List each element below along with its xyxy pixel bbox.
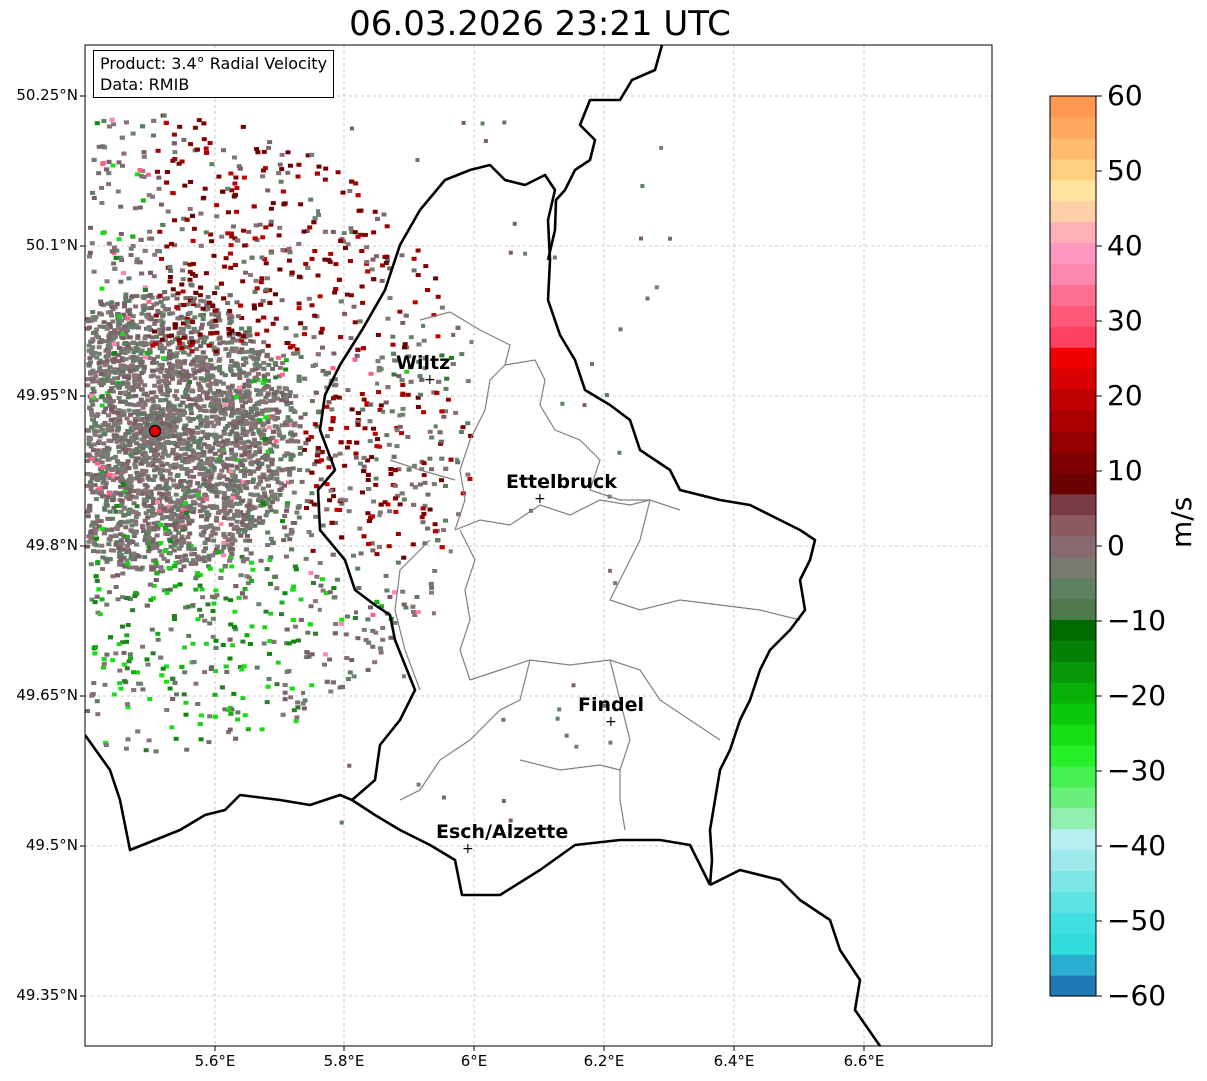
colorbar-segment <box>1050 682 1096 704</box>
colorbar-segment <box>1050 807 1096 830</box>
colorbar-segment <box>1050 702 1096 725</box>
map-frame <box>84 44 993 1047</box>
colorbar-segment <box>1050 954 1096 976</box>
colorbar <box>1050 96 1096 997</box>
city-label-findel: Findel <box>578 694 644 716</box>
city-marker-findel: + <box>605 714 617 730</box>
colorbar-segment <box>1050 765 1096 788</box>
colorbar-tick-label: −30 <box>1107 754 1167 787</box>
product-label: Product: 3.4° Radial Velocity <box>100 54 328 73</box>
colorbar-tick-label: 0 <box>1107 529 1125 562</box>
lon-label: 6.6°E <box>843 1052 885 1070</box>
colorbar-tick-label: −20 <box>1107 679 1167 712</box>
lat-label: 49.65°N <box>16 686 78 704</box>
colorbar-segment <box>1050 179 1096 202</box>
colorbar-segment <box>1050 786 1096 809</box>
axis-ticks <box>80 95 865 1051</box>
national-borders <box>85 45 882 1046</box>
colorbar-segment <box>1050 326 1096 348</box>
colorbar-segment <box>1050 535 1096 558</box>
colorbar-tick-label: −40 <box>1107 829 1167 862</box>
colorbar-segment <box>1050 116 1096 139</box>
city-label-ettelbruck: Ettelbruck <box>506 471 617 493</box>
colorbar-tick-label: 30 <box>1107 304 1143 337</box>
city-wiltz: Wiltz + <box>396 352 450 388</box>
lat-label: 49.35°N <box>16 986 78 1004</box>
colorbar-segment <box>1050 451 1096 474</box>
colorbar-segment <box>1050 409 1096 432</box>
lon-label: 5.8°E <box>323 1052 365 1070</box>
colorbar-segment <box>1050 200 1096 223</box>
colorbar-segment <box>1050 933 1096 955</box>
colorbar-tick-label: 50 <box>1107 154 1143 187</box>
colorbar-segment <box>1050 849 1096 872</box>
colorbar-segment <box>1050 891 1096 913</box>
city-label-wiltz: Wiltz <box>396 352 450 374</box>
city-marker-esch-alzette: + <box>462 841 474 857</box>
colorbar-segment <box>1050 389 1096 411</box>
data-source-label: Data: RMIB <box>100 75 190 94</box>
colorbar-segment <box>1050 493 1096 516</box>
lat-label: 50.1°N <box>25 236 78 254</box>
colorbar-segment <box>1050 430 1096 453</box>
gridlines <box>85 45 992 1046</box>
colorbar-segment <box>1050 975 1096 997</box>
product-info-box: Product: 3.4° Radial Velocity Data: RMIB <box>93 50 335 98</box>
colorbar-segment <box>1050 305 1096 327</box>
colorbar-segment <box>1050 137 1096 160</box>
lon-label: 5.6°E <box>194 1052 236 1070</box>
colorbar-segment <box>1050 598 1096 620</box>
colorbar-segment <box>1050 96 1096 118</box>
colorbar-segment <box>1050 556 1096 578</box>
colorbar-tick-label: 20 <box>1107 379 1143 412</box>
colorbar-segment <box>1050 368 1096 390</box>
colorbar-tick-label: −60 <box>1107 979 1167 1012</box>
city-label-esch-alzette: Esch/Alzette <box>436 821 568 843</box>
colorbar-segment <box>1050 284 1096 306</box>
colorbar-segment <box>1050 912 1096 934</box>
colorbar-segment <box>1050 577 1096 599</box>
lat-label: 49.5°N <box>25 836 78 854</box>
colorbar-tick-label: −10 <box>1107 604 1167 637</box>
canton-borders <box>389 311 801 831</box>
lat-label: 49.8°N <box>25 536 78 554</box>
colorbar-segment <box>1050 828 1096 851</box>
city-ettelbruck: Ettelbruck + <box>506 471 617 507</box>
colorbar-segment <box>1050 619 1096 641</box>
colorbar-segment <box>1050 263 1096 285</box>
city-marker-ettelbruck: + <box>534 491 546 507</box>
colorbar-segment <box>1050 744 1096 767</box>
lon-label: 6°E <box>460 1052 488 1070</box>
lat-label: 50.25°N <box>16 86 78 104</box>
lon-label: 6.2°E <box>583 1052 625 1070</box>
colorbar-segment <box>1050 514 1096 537</box>
colorbar-segment <box>1050 347 1096 369</box>
colorbar-tick-label: 10 <box>1107 454 1143 487</box>
map-title: 06.03.2026 23:21 UTC <box>349 4 731 44</box>
lat-label: 49.95°N <box>16 386 78 404</box>
city-marker-wiltz: + <box>424 372 436 388</box>
colorbar-segment <box>1050 242 1096 265</box>
radar-echoes <box>85 113 672 825</box>
radar-site-marker <box>148 424 162 438</box>
colorbar-tick-label: 40 <box>1107 229 1143 262</box>
colorbar-segment <box>1050 723 1096 746</box>
colorbar-segment <box>1050 640 1096 662</box>
colorbar-segment <box>1050 158 1096 181</box>
city-findel: Findel + <box>578 694 644 730</box>
colorbar-tick-label: 60 <box>1107 79 1143 112</box>
colorbar-ticks <box>1096 95 1102 997</box>
colorbar-segment <box>1050 221 1096 244</box>
city-esch-alzette: Esch/Alzette + <box>436 821 568 857</box>
colorbar-segment <box>1050 870 1096 892</box>
colorbar-segment <box>1050 472 1096 495</box>
colorbar-tick-label: −50 <box>1107 904 1167 937</box>
colorbar-segment <box>1050 661 1096 683</box>
lon-label: 6.4°E <box>713 1052 755 1070</box>
colorbar-unit-label: m/s <box>1165 496 1198 548</box>
